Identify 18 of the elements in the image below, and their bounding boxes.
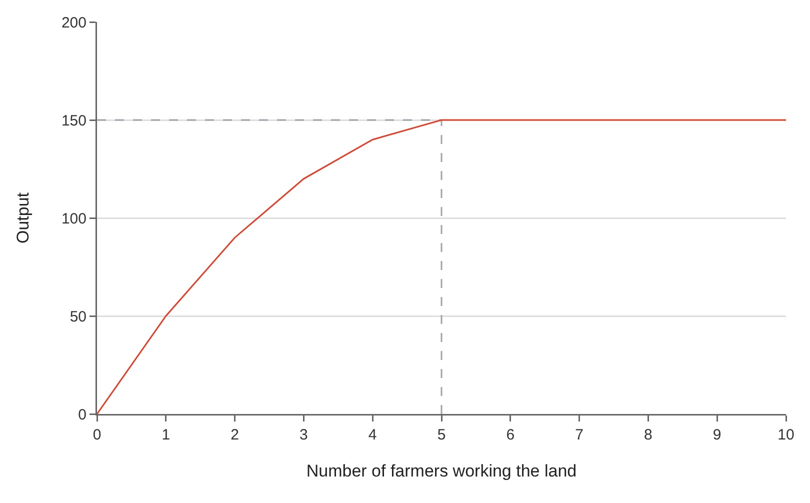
y-tick-label: 150	[61, 112, 86, 130]
x-tick-label: 6	[506, 426, 515, 444]
x-tick-label: 5	[437, 426, 446, 444]
x-tick-label: 9	[712, 426, 722, 444]
x-tick-label: 7	[575, 426, 584, 444]
y-tick-label: 50	[70, 308, 86, 326]
x-tick-label: 3	[300, 426, 308, 444]
x-tick-label: 8	[644, 426, 652, 444]
x-tick-label: 4	[368, 426, 377, 444]
y-tick-label: 0	[78, 406, 86, 424]
y-tick-label: 200	[61, 14, 86, 32]
y-axis-title: Output	[13, 192, 32, 244]
x-axis-title: Number of farmers working the land	[306, 462, 577, 481]
x-tick-label: 0	[92, 426, 102, 444]
x-tick-label: 2	[230, 426, 239, 444]
x-tick-label: 10	[778, 426, 794, 444]
y-tick-label: 100	[61, 210, 86, 228]
x-tick-label: 1	[162, 426, 170, 444]
